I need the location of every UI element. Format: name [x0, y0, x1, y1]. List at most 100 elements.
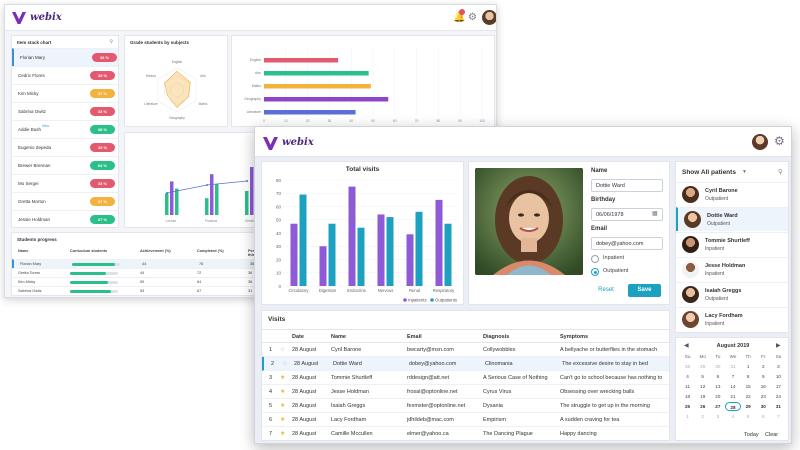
- visits-header-name[interactable]: Name: [331, 334, 346, 340]
- star-icon[interactable]: ★: [280, 375, 286, 381]
- calendar-day[interactable]: 7: [731, 374, 735, 379]
- calendar-day[interactable]: 20: [715, 394, 721, 399]
- calendar-day[interactable]: 15: [745, 384, 751, 389]
- calendar-day[interactable]: 10: [775, 374, 781, 379]
- student-row[interactable]: Florian Mary 33 %: [12, 48, 118, 66]
- visits-row[interactable]: 6 ★ 28 August Lacy Fordham jdhildeb@mac.com E…: [262, 413, 669, 427]
- calendar-day[interactable]: 2: [761, 364, 765, 369]
- calendar-day[interactable]: 12: [700, 384, 706, 389]
- calendar-day[interactable]: 6: [761, 414, 765, 419]
- student-row[interactable]: Cedric Flores 33 %: [12, 66, 118, 84]
- patient-list-item[interactable]: Tommie Shurtleff Inpatient: [676, 232, 788, 256]
- calendar-day[interactable]: 30: [760, 404, 766, 409]
- calendar-day[interactable]: 18: [685, 394, 691, 399]
- radio-inpatient[interactable]: [591, 255, 599, 263]
- calendar-day[interactable]: 5: [701, 374, 704, 379]
- search-icon[interactable]: ⚲: [109, 39, 113, 45]
- student-row[interactable]: Addie Bush 68 % New: [12, 120, 118, 138]
- calendar-day[interactable]: 1: [686, 414, 689, 419]
- calendar-day[interactable]: 1: [746, 364, 750, 369]
- star-icon[interactable]: ☆: [280, 347, 286, 353]
- calendar-day[interactable]: 29: [745, 404, 751, 409]
- search-icon[interactable]: ⚲: [778, 169, 783, 176]
- calendar-day[interactable]: 7: [777, 414, 780, 419]
- calendar-day[interactable]: 25: [685, 404, 691, 409]
- student-row[interactable]: Gretta Morton 37 %: [12, 192, 118, 210]
- email-input[interactable]: [591, 237, 663, 250]
- calendar-day[interactable]: 28: [725, 402, 741, 411]
- calendar-next-icon[interactable]: ▶: [776, 343, 781, 349]
- visits-header-diagnosis[interactable]: Diagnosis: [483, 334, 510, 340]
- calendar-prev-icon[interactable]: ◀: [684, 343, 689, 349]
- gear-icon[interactable]: ⚙: [774, 134, 785, 148]
- calendar-day[interactable]: 13: [715, 384, 721, 389]
- progress-row[interactable]: Sabrina Owitz 53 67 31: [12, 286, 494, 295]
- calendar-day[interactable]: 31: [775, 404, 781, 409]
- calendar-day[interactable]: 30: [715, 364, 721, 369]
- calendar-day[interactable]: 4: [686, 374, 689, 379]
- calendar-day[interactable]: 9: [761, 374, 765, 379]
- bell-icon[interactable]: 🔔: [453, 12, 466, 23]
- star-icon[interactable]: ★: [280, 389, 286, 395]
- calendar-day[interactable]: 26: [700, 404, 706, 409]
- gear-icon[interactable]: ⚙: [468, 12, 477, 23]
- star-icon[interactable]: ★: [280, 431, 286, 437]
- calendar-day[interactable]: 3: [716, 414, 720, 419]
- calendar-icon[interactable]: ▦: [652, 211, 658, 217]
- progress-row[interactable]: Gretta Torres 44 72 36: [12, 268, 494, 277]
- student-row[interactable]: Mo Sergei 33 %: [12, 174, 118, 192]
- user-avatar[interactable]: [752, 134, 768, 150]
- visits-row[interactable]: 7 ★ 28 August Camille Mccullen elmer@yahoo.c…: [262, 427, 669, 440]
- patient-list-item[interactable]: Lacy Fordham Inpatient: [676, 307, 788, 331]
- chevron-down-icon[interactable]: ▼: [742, 169, 747, 175]
- progress-row[interactable]: Florian Mary 44 76 36: [12, 259, 494, 268]
- calendar-day[interactable]: 24: [775, 394, 781, 399]
- calendar-day[interactable]: 28: [685, 364, 691, 369]
- star-icon[interactable]: ☆: [282, 361, 288, 367]
- visits-row[interactable]: 5 ★ 28 August Isaiah Greggs fexmster@optonli…: [262, 399, 669, 413]
- student-row[interactable]: Kim Micky 37 %: [12, 84, 118, 102]
- calendar-day[interactable]: 27: [715, 404, 721, 409]
- calendar-day[interactable]: 17: [775, 384, 781, 389]
- star-icon[interactable]: ★: [280, 417, 286, 423]
- calendar-clear-button[interactable]: Clear: [765, 432, 779, 438]
- radio-outpatient[interactable]: [591, 268, 599, 276]
- user-avatar[interactable]: [482, 10, 496, 25]
- calendar-day[interactable]: 31: [730, 364, 736, 369]
- patient-list-item[interactable]: Jesse Holdman Inpatient: [676, 257, 788, 281]
- calendar-day[interactable]: 19: [700, 394, 706, 399]
- calendar-day[interactable]: 29: [700, 364, 706, 369]
- save-button[interactable]: Save: [628, 284, 661, 297]
- student-row[interactable]: Jessie Holdman 67 %: [12, 210, 118, 228]
- progress-row[interactable]: Kim Micky 59 64 36: [12, 277, 494, 286]
- calendar-day[interactable]: 4: [731, 414, 735, 419]
- calendar-day[interactable]: 6: [716, 374, 720, 379]
- star-icon[interactable]: ★: [280, 403, 286, 409]
- calendar-day[interactable]: 16: [760, 384, 766, 389]
- visits-header-email[interactable]: Email: [407, 334, 422, 340]
- show-patients-dropdown[interactable]: Show All patients: [682, 169, 736, 176]
- calendar-day[interactable]: 8: [746, 374, 750, 379]
- name-input[interactable]: [591, 179, 663, 192]
- patient-list-item[interactable]: Isaiah Greggs Outpatient: [676, 282, 788, 306]
- calendar-day[interactable]: 14: [730, 384, 736, 389]
- patient-list-item[interactable]: Dottie Ward Outpatient: [676, 207, 788, 231]
- student-row[interactable]: Sabrina Owitz 33 %: [12, 102, 118, 120]
- calendar-day[interactable]: 11: [685, 384, 690, 389]
- calendar-day[interactable]: 21: [730, 394, 736, 399]
- calendar-day[interactable]: 23: [760, 394, 766, 399]
- calendar-day[interactable]: 3: [777, 364, 780, 369]
- patient-list-item[interactable]: Cyril Barone Outpatient: [676, 182, 788, 206]
- reset-button[interactable]: Reset: [598, 287, 614, 293]
- visits-row[interactable]: 2 ☆ 28 August Dottie Ward dobey@yahoo.com Cli…: [262, 357, 669, 371]
- visits-row[interactable]: 1 ☆ 28 August Cyril Barone bwcarty@msn.com Co…: [262, 343, 669, 357]
- calendar-day[interactable]: 2: [701, 414, 704, 419]
- calendar-today-button[interactable]: Today: [744, 432, 759, 438]
- visits-header-symptoms[interactable]: Symptoms: [560, 334, 589, 340]
- student-row[interactable]: Eugenio Zepeda 33 %: [12, 138, 118, 156]
- student-row[interactable]: Brewer Brennan 64 %: [12, 156, 118, 174]
- visits-row[interactable]: 4 ★ 28 August Jesse Holdman frosal@optonline…: [262, 385, 669, 399]
- calendar-day[interactable]: 22: [745, 394, 751, 399]
- birthday-input[interactable]: [591, 208, 663, 221]
- visits-row[interactable]: 3 ★ 28 August Tommie Shurtleff rddesign@att.…: [262, 371, 669, 385]
